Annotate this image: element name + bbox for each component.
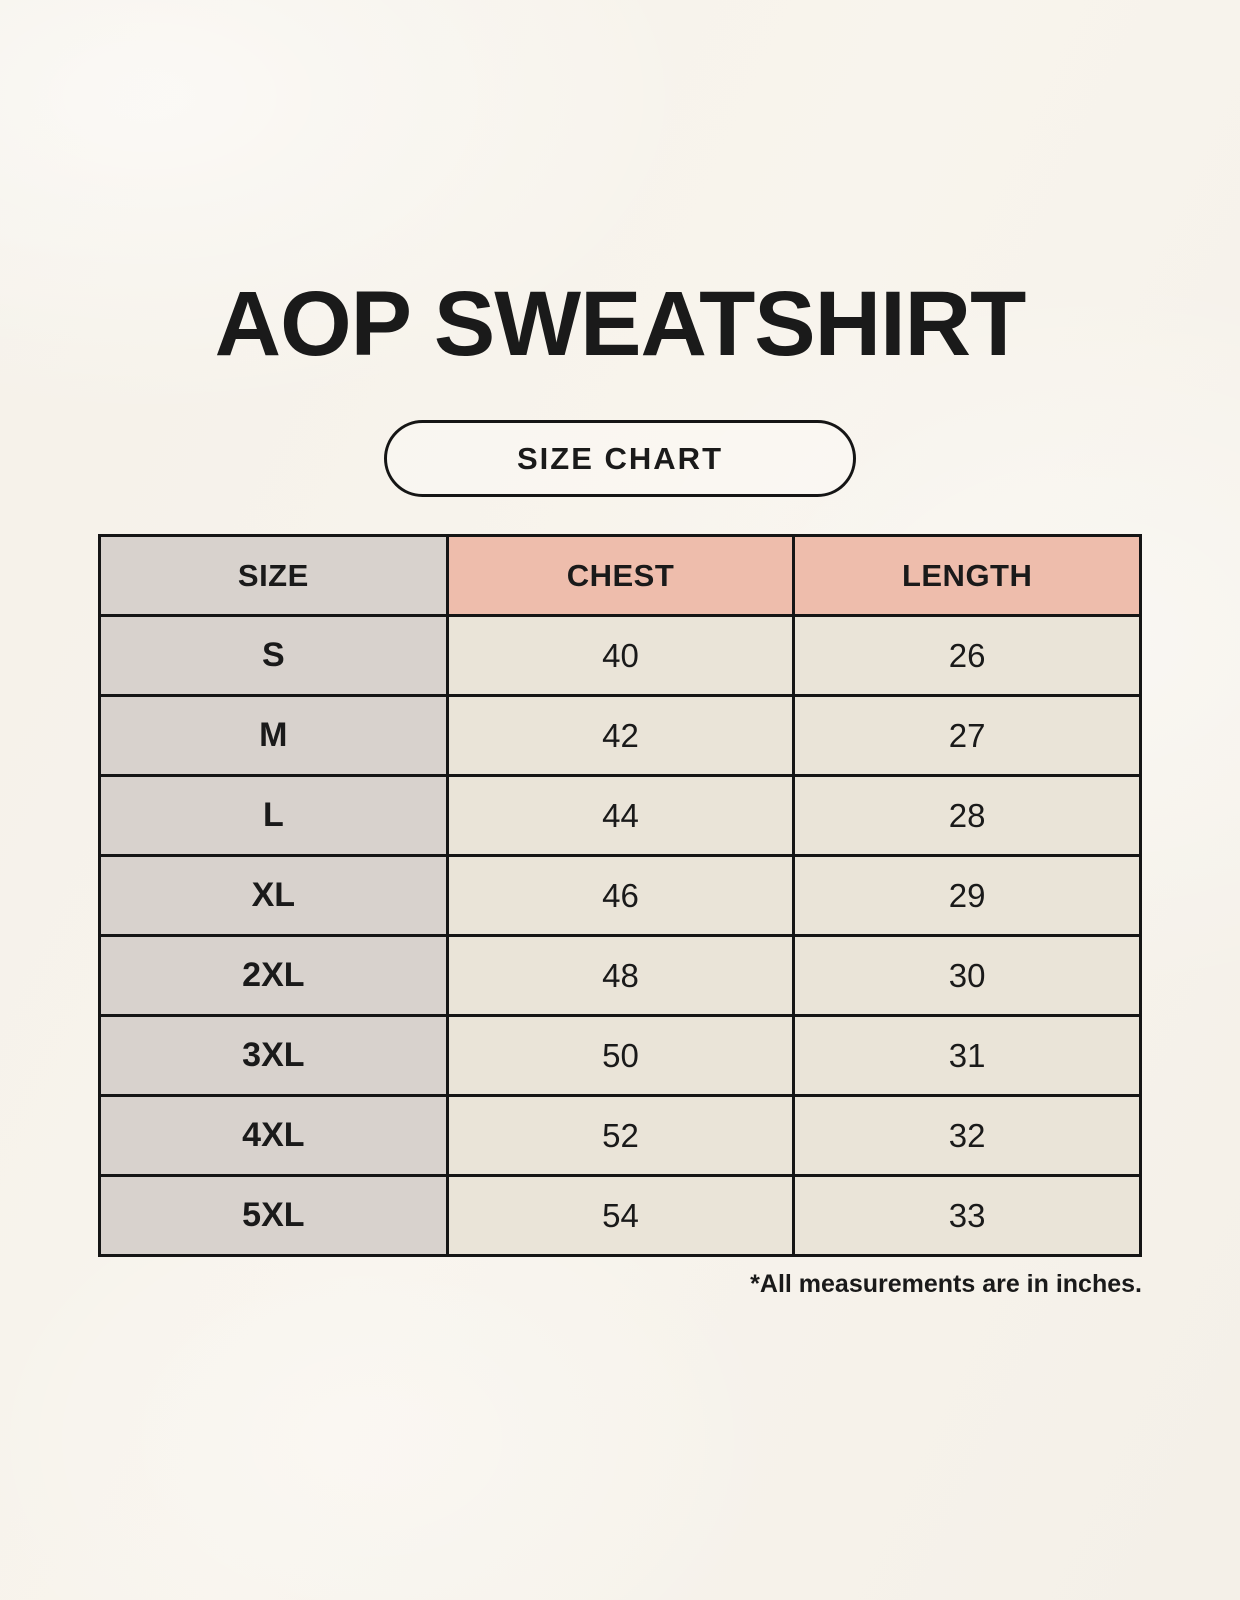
size-cell: L bbox=[98, 774, 449, 857]
table-row: 4XL 52 32 bbox=[98, 1094, 1142, 1177]
chest-cell: 40 bbox=[445, 614, 796, 697]
size-cell: 2XL bbox=[98, 934, 449, 1017]
size-cell: 3XL bbox=[98, 1014, 449, 1097]
length-cell: 26 bbox=[792, 614, 1142, 697]
length-cell: 29 bbox=[792, 854, 1142, 937]
length-cell: 33 bbox=[792, 1174, 1142, 1257]
chest-cell: 44 bbox=[445, 774, 796, 857]
size-cell: M bbox=[98, 694, 449, 777]
chest-cell: 50 bbox=[445, 1014, 796, 1097]
table-row: M 42 27 bbox=[98, 694, 1142, 777]
header-size: SIZE bbox=[98, 534, 449, 617]
chest-cell: 54 bbox=[445, 1174, 796, 1257]
page-title: AOP SWEATSHIRT bbox=[214, 273, 1027, 375]
table-row: XL 46 29 bbox=[98, 854, 1142, 937]
size-chart-badge-wrap: SIZE CHART bbox=[0, 420, 1240, 497]
length-cell: 30 bbox=[792, 934, 1142, 1017]
chest-cell: 52 bbox=[445, 1094, 796, 1177]
header-length: LENGTH bbox=[792, 534, 1142, 617]
table-row: L 44 28 bbox=[98, 774, 1142, 857]
table-row: 2XL 48 30 bbox=[98, 934, 1142, 1017]
header-row: SIZE CHEST LENGTH bbox=[98, 534, 1142, 617]
size-cell: XL bbox=[98, 854, 449, 937]
length-cell: 32 bbox=[792, 1094, 1142, 1177]
size-chart-badge: SIZE CHART bbox=[384, 420, 856, 497]
size-cell: 4XL bbox=[98, 1094, 449, 1177]
header-chest: CHEST bbox=[445, 534, 796, 617]
size-table-body: S 40 26 M 42 27 L 44 28 XL 46 29 2XL 48 30 3XL 50 31 4XL 52… bbox=[98, 614, 1142, 1257]
length-cell: 31 bbox=[792, 1014, 1142, 1097]
chest-cell: 48 bbox=[445, 934, 796, 1017]
length-cell: 28 bbox=[792, 774, 1142, 857]
table-row: 5XL 54 33 bbox=[98, 1174, 1142, 1257]
size-cell: 5XL bbox=[98, 1174, 449, 1257]
chest-cell: 46 bbox=[445, 854, 796, 937]
length-cell: 27 bbox=[792, 694, 1142, 777]
size-table-header: SIZE CHEST LENGTH bbox=[98, 534, 1142, 617]
measurements-footnote: *All measurements are in inches. bbox=[750, 1270, 1142, 1298]
table-row: 3XL 50 31 bbox=[98, 1014, 1142, 1097]
size-cell: S bbox=[98, 614, 449, 697]
table-row: S 40 26 bbox=[98, 614, 1142, 697]
size-table: SIZE CHEST LENGTH S 40 26 M 42 27 L 44 28 XL 46 29 2… bbox=[98, 534, 1142, 1257]
chest-cell: 42 bbox=[445, 694, 796, 777]
